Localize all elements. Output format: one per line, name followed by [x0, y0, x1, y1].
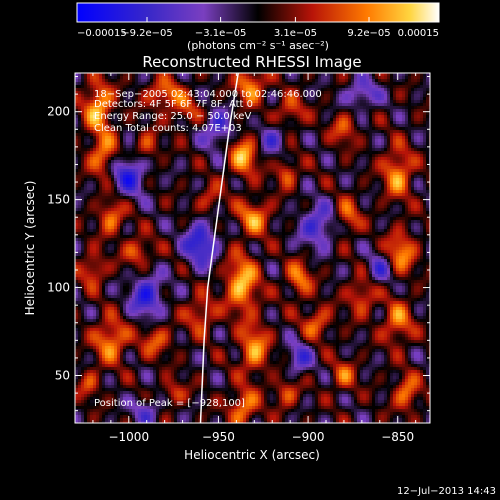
y-axis-label: Heliocentric Y (arcsec)	[23, 181, 37, 316]
annotation-time: 18−Sep−2005 02:43:04.000 to 02:46:46.000	[94, 89, 322, 100]
annotation-detectors: Detectors: 4F 5F 6F 7F 8F, Att 0	[94, 99, 253, 110]
x-axis-label: Heliocentric X (arcsec)	[184, 448, 320, 462]
colorbar-tick-label: 9.2e−05	[347, 28, 390, 39]
plot-frame	[74, 72, 431, 424]
y-tick-label: 100	[47, 281, 70, 295]
colorbar-tick-label: −9.2e−05	[121, 28, 173, 39]
x-tick-label: −1000	[108, 430, 149, 444]
colorbar	[76, 2, 440, 23]
x-tick-label: −850	[381, 430, 414, 444]
peak-position-label: Position of Peak = [−928,100]	[94, 398, 245, 409]
colorbar-tick-label: 0.00015	[398, 28, 439, 39]
y-tick-label: 50	[55, 369, 70, 383]
colorbar-tick-label: −0.00015	[77, 28, 127, 39]
heatmap-image	[75, 73, 430, 423]
colorbar-units: (photons cm⁻² s⁻¹ asec⁻²)	[187, 39, 329, 52]
colorbar-ticks: −0.00015−9.2e−05 −3.1e−05 3.1e−05 9.2e−05 0.…	[76, 17, 440, 39]
x-tick-label: −950	[202, 430, 235, 444]
annotation-energy: Energy Range: 25.0 − 50.0 keV	[94, 111, 251, 122]
y-tick-label: 150	[47, 193, 70, 207]
colorbar-tick-label: −3.1e−05	[195, 28, 247, 39]
footer-timestamp: 12−Jul−2013 14:43	[397, 486, 496, 497]
colorbar-tick-label: 3.1e−05	[274, 28, 317, 39]
y-axis: 50 100 150 200	[47, 76, 430, 412]
x-tick-label: −900	[292, 430, 325, 444]
y-tick-label: 200	[47, 105, 70, 119]
solar-limb-curve	[199, 72, 239, 424]
annotation-block: 18−Sep−2005 02:43:04.000 to 02:46:46.000…	[94, 89, 322, 134]
annotation-clean: Clean Total counts: 4.07E+03	[94, 123, 242, 134]
x-axis: −1000 −950 −900 −850	[74, 73, 417, 444]
chart-title: Reconstructed RHESSI Image	[142, 53, 361, 71]
